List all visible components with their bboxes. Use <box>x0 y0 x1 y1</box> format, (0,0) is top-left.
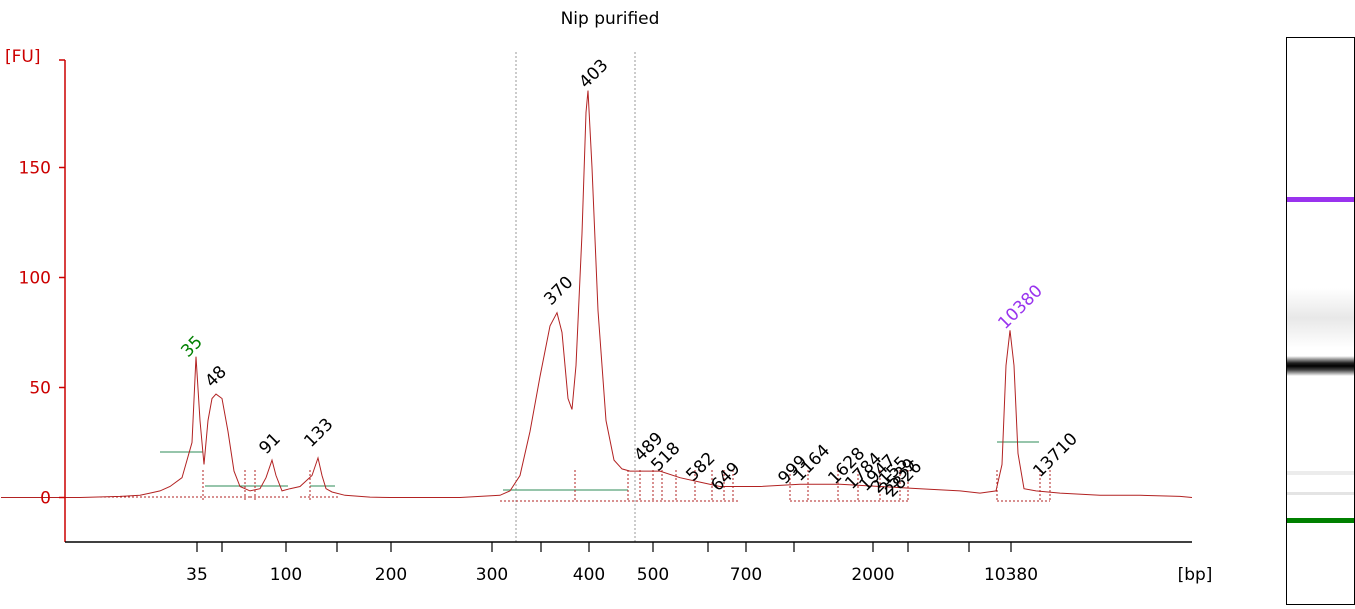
peak-label: 48 <box>201 362 230 391</box>
x-tick-label: 400 <box>573 565 605 585</box>
peak-label: 370 <box>540 272 577 309</box>
y-tick-label: 100 <box>19 269 51 289</box>
gel-band-haze <box>1287 288 1354 348</box>
x-tick-label: 10380 <box>984 565 1038 585</box>
gel-lane <box>1286 37 1355 605</box>
x-tick-label: 35 <box>186 565 208 585</box>
x-tick-label: 500 <box>637 565 669 585</box>
x-tick-label: 200 <box>375 565 407 585</box>
y-tick-label: 150 <box>19 159 51 179</box>
y-tick-label: 50 <box>29 379 51 399</box>
x-tick-label: 700 <box>730 565 762 585</box>
gel-band-faint-2 <box>1287 492 1354 495</box>
gel-band-faint <box>1287 471 1354 475</box>
peak-label: 91 <box>255 429 284 458</box>
x-tick-label: 300 <box>476 565 508 585</box>
gel-band-upper-marker <box>1287 197 1354 202</box>
electropherogram-chart: Nip purified [FU] [bp] 0 50 100 150 35 100 20… <box>1 9 1213 585</box>
gel-band-lower-marker <box>1287 518 1354 523</box>
peak-label: 403 <box>575 55 612 92</box>
y-axis: 0 50 100 150 <box>19 59 66 542</box>
peak-label: 133 <box>300 414 337 451</box>
peak-baselines <box>100 441 1051 502</box>
peak-label: 35 <box>177 332 206 361</box>
gel-band-main <box>1287 356 1354 376</box>
x-tick-label: 2000 <box>851 565 894 585</box>
y-axis-label: [FU] <box>5 47 41 67</box>
peak-label: 13710 <box>1029 429 1081 481</box>
x-axis: 35 100 200 300 400 500 700 2000 10380 <box>65 541 1192 585</box>
signal-trace <box>1 90 1193 498</box>
y-tick-label: 0 <box>40 489 51 509</box>
peak-label: 10380 <box>994 281 1046 333</box>
x-axis-label: [bp] <box>1178 565 1213 585</box>
chart-title: Nip purified <box>561 9 660 29</box>
x-tick-label: 100 <box>270 565 302 585</box>
region-marker-lines <box>515 52 636 542</box>
